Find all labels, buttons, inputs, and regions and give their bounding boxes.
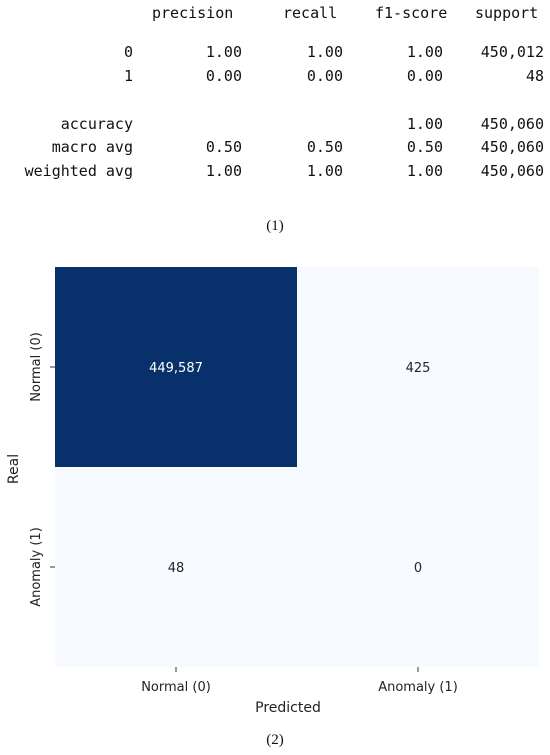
report-cell-f1: 1.00 xyxy=(406,115,443,133)
report-header-recall: recall xyxy=(283,4,338,22)
heatmap-cell xyxy=(55,267,297,467)
caption-1: (1) xyxy=(266,218,284,234)
report-cell-label: 1 xyxy=(123,67,133,85)
report-cell-support: 48 xyxy=(525,67,544,85)
report-cell-f1: 1.00 xyxy=(406,162,443,180)
confusion-matrix-chart: 449,587 425 48 0 Normal (0) Anomaly (1) Normal… xyxy=(6,267,539,716)
report-cell-label: 0 xyxy=(123,43,133,61)
x-tick-label: Anomaly (1) xyxy=(378,680,458,695)
y-axis-label: Real xyxy=(6,454,22,484)
heatmap-cell-value: 425 xyxy=(406,361,431,376)
heatmap-cell-value: 48 xyxy=(168,561,185,576)
report-cell-precision: 0.50 xyxy=(205,138,242,156)
y-tick-label: Normal (0) xyxy=(29,332,44,402)
heatmap-cell-value: 0 xyxy=(414,561,422,576)
report-header-f1: f1-score xyxy=(375,4,448,22)
report-cell-label: macro avg xyxy=(51,138,133,156)
report-cell-support: 450,060 xyxy=(480,115,544,133)
report-cell-label: accuracy xyxy=(60,115,133,133)
heatmap-cell xyxy=(55,467,297,667)
report-header-precision: precision xyxy=(152,4,234,22)
heatmap-cell-value: 449,587 xyxy=(149,361,203,376)
report-cell-recall: 1.00 xyxy=(306,162,343,180)
report-header-support: support xyxy=(475,4,539,22)
report-cell-precision: 1.00 xyxy=(205,43,242,61)
report-cell-f1: 0.00 xyxy=(406,67,443,85)
report-cell-precision: 1.00 xyxy=(205,162,242,180)
y-tick-label: Anomaly (1) xyxy=(29,527,44,607)
report-cell-recall: 1.00 xyxy=(306,43,343,61)
x-tick-label: Normal (0) xyxy=(141,680,211,695)
report-cell-precision: 0.00 xyxy=(205,67,242,85)
report-cell-f1: 0.50 xyxy=(406,138,443,156)
heatmap-cell xyxy=(297,467,539,667)
report-cell-support: 450,012 xyxy=(480,43,544,61)
report-cell-support: 450,060 xyxy=(480,162,544,180)
caption-2: (2) xyxy=(266,732,284,748)
x-axis-label: Predicted xyxy=(255,700,321,716)
report-cell-label: weighted avg xyxy=(24,162,133,180)
classification-report: precision recall f1-score support 0 1.00 1… xyxy=(0,0,550,200)
report-cell-f1: 1.00 xyxy=(406,43,443,61)
report-cell-support: 450,060 xyxy=(480,138,544,156)
report-cell-recall: 0.50 xyxy=(306,138,343,156)
heatmap-cell xyxy=(297,267,539,467)
report-cell-recall: 0.00 xyxy=(306,67,343,85)
